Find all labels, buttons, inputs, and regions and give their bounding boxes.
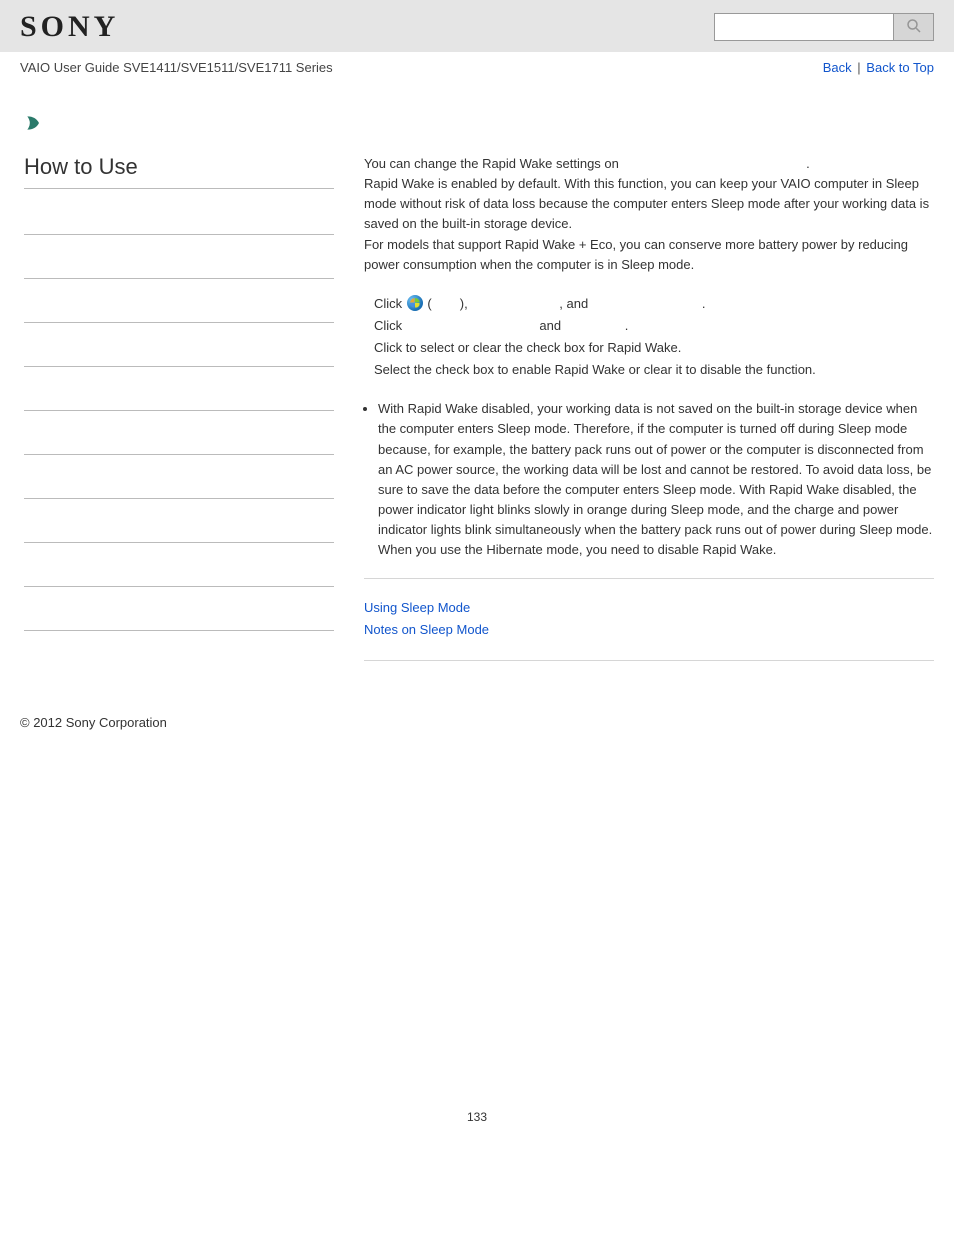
intro-line-3: For models that support Rapid Wake + Eco… (364, 235, 934, 275)
separator: | (857, 60, 860, 75)
notes-list: With Rapid Wake disabled, your working d… (378, 399, 934, 560)
back-link[interactable]: Back (823, 60, 852, 75)
divider (364, 578, 934, 579)
sidebar-item[interactable] (24, 323, 334, 367)
intro-block: You can change the Rapid Wake settings o… (364, 154, 934, 275)
intro-line-2: Rapid Wake is enabled by default. With t… (364, 174, 934, 234)
step-2: Click and . (374, 315, 934, 337)
divider (364, 660, 934, 661)
sidebar-item[interactable] (24, 367, 334, 411)
main-content: How to Use You can change the Rapid Wake… (0, 136, 954, 689)
step-3: Click to select or clear the check box f… (374, 337, 934, 359)
sidebar-title: How to Use (24, 154, 334, 189)
intro-dot: . (806, 156, 810, 171)
sidebar-item[interactable] (24, 587, 334, 631)
sidebar-item[interactable] (24, 499, 334, 543)
step-text: Click (374, 296, 406, 311)
step-text: ), (460, 296, 472, 311)
step-text: . (702, 296, 706, 311)
related-topics: Using Sleep Mode Notes on Sleep Mode (364, 597, 934, 641)
related-link-sleep[interactable]: Using Sleep Mode (364, 597, 934, 619)
search-button[interactable] (894, 13, 934, 41)
sidebar-item[interactable] (24, 411, 334, 455)
footer: © 2012 Sony Corporation (0, 689, 954, 750)
page-number: 133 (0, 1110, 954, 1144)
step-3-sub: Select the check box to enable Rapid Wak… (374, 359, 934, 381)
note-item: With Rapid Wake disabled, your working d… (378, 399, 934, 560)
step-1: Click (), , and . (374, 293, 934, 315)
guide-title: VAIO User Guide SVE1411/SVE1511/SVE1711 … (20, 60, 333, 75)
note-extra: When you use the Hibernate mode, you nee… (378, 542, 776, 557)
sidebar-items (24, 191, 334, 631)
intro-line-1: You can change the Rapid Wake settings o… (364, 154, 934, 174)
steps-block: Click (), , and . Click and . Click to s… (374, 293, 934, 381)
note-text: With Rapid Wake disabled, your working d… (378, 401, 932, 537)
search-input[interactable] (714, 13, 894, 41)
arrow-indicator-icon (24, 113, 954, 136)
windows-start-icon (407, 295, 423, 311)
header-bar: SONY (0, 0, 954, 52)
step-text: Click (374, 318, 406, 333)
sidebar-item[interactable] (24, 191, 334, 235)
sony-logo: SONY (20, 10, 119, 44)
sidebar-item[interactable] (24, 235, 334, 279)
magnifier-icon (905, 17, 923, 38)
step-text: and (536, 318, 565, 333)
step-text: ( (424, 296, 432, 311)
sidebar-item[interactable] (24, 543, 334, 587)
sidebar-item[interactable] (24, 455, 334, 499)
article-content: You can change the Rapid Wake settings o… (364, 154, 934, 679)
related-link-notes-sleep[interactable]: Notes on Sleep Mode (364, 619, 934, 641)
sidebar: How to Use (24, 154, 334, 679)
intro-text: You can change the Rapid Wake settings o… (364, 156, 623, 171)
subheader: VAIO User Guide SVE1411/SVE1511/SVE1711 … (0, 52, 954, 95)
nav-links: Back | Back to Top (823, 60, 934, 75)
step-text: . (625, 318, 629, 333)
back-to-top-link[interactable]: Back to Top (866, 60, 934, 75)
search-box (714, 13, 934, 41)
sidebar-item[interactable] (24, 279, 334, 323)
copyright: © 2012 Sony Corporation (20, 715, 167, 730)
step-text: , and (559, 296, 592, 311)
